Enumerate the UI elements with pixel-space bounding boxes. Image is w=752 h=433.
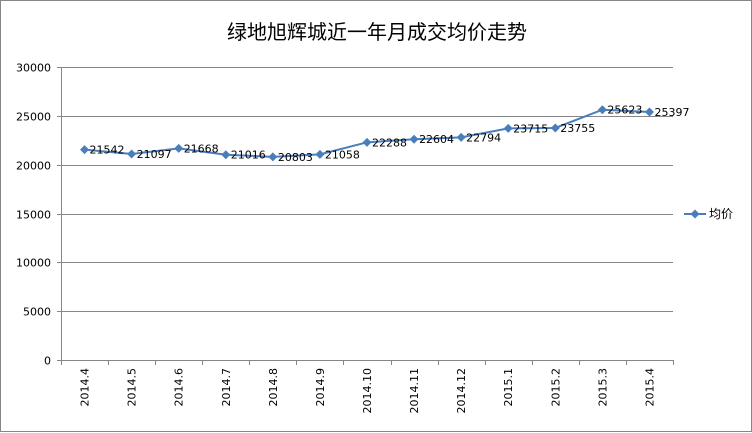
chart-title: 绿地旭辉城近一年月成交均价走势 — [227, 20, 527, 44]
series-group: 21542 21097 21668 21016 20803 21058 22288 22604… — [80, 104, 689, 164]
y-tick-label: 5000 — [23, 306, 51, 319]
data-point — [644, 107, 654, 117]
gridlines — [61, 67, 673, 312]
x-tick-label: 2014.10 — [361, 368, 374, 414]
data-point — [362, 137, 372, 147]
data-point — [456, 132, 466, 142]
data-label: 21668 — [184, 142, 219, 155]
data-point — [221, 150, 231, 160]
data-point — [315, 149, 325, 159]
x-tick-label: 2014.7 — [220, 368, 233, 407]
data-point — [550, 123, 560, 133]
data-label: 20803 — [278, 151, 313, 164]
data-point — [503, 123, 513, 133]
data-label: 21542 — [90, 144, 125, 157]
data-point — [80, 145, 90, 155]
x-tick-label: 2015.1 — [502, 368, 515, 407]
data-point — [174, 143, 184, 153]
legend-label: 均价 — [709, 207, 733, 221]
x-tick-label: 2015.2 — [549, 368, 562, 407]
data-label: 23755 — [560, 122, 595, 135]
y-tick-label: 15000 — [16, 209, 51, 222]
x-tick-label: 2014.12 — [455, 368, 468, 414]
data-label: 22794 — [466, 131, 501, 144]
y-tick-label: 10000 — [16, 257, 51, 270]
data-label: 23715 — [513, 122, 548, 135]
x-tick-label: 2014.9 — [314, 368, 327, 407]
x-tick-label: 2014.5 — [126, 368, 139, 407]
data-point — [268, 152, 278, 162]
y-tick-label: 30000 — [16, 62, 51, 75]
x-tick-label: 2014.8 — [267, 368, 280, 407]
x-tick-label: 2015.3 — [596, 368, 609, 407]
x-tick-label: 2015.4 — [643, 368, 656, 407]
data-label: 22288 — [372, 136, 407, 149]
y-tick-label: 0 — [44, 355, 51, 368]
data-label: 21016 — [231, 149, 266, 162]
y-tick-label: 20000 — [16, 160, 51, 173]
data-label: 25623 — [607, 104, 642, 117]
data-point — [127, 149, 137, 159]
data-point — [597, 105, 607, 115]
data-label: 21058 — [325, 148, 360, 161]
legend-marker — [690, 209, 700, 219]
data-label: 22604 — [419, 133, 454, 146]
x-axis: 2014.4 2014.5 2014.6 2014.7 2014.8 2014.9 2014… — [61, 360, 674, 414]
y-tick-label: 25000 — [16, 111, 51, 124]
y-axis: 0 5000 10000 15000 20000 25000 30000 — [16, 62, 62, 368]
data-label: 25397 — [654, 106, 689, 119]
data-point — [409, 134, 419, 144]
x-tick-label: 2014.6 — [173, 368, 186, 407]
legend: 均价 — [684, 207, 733, 221]
x-tick-label: 2014.4 — [79, 368, 92, 407]
x-tick-label: 2014.11 — [408, 368, 421, 414]
data-label: 21097 — [137, 148, 172, 161]
